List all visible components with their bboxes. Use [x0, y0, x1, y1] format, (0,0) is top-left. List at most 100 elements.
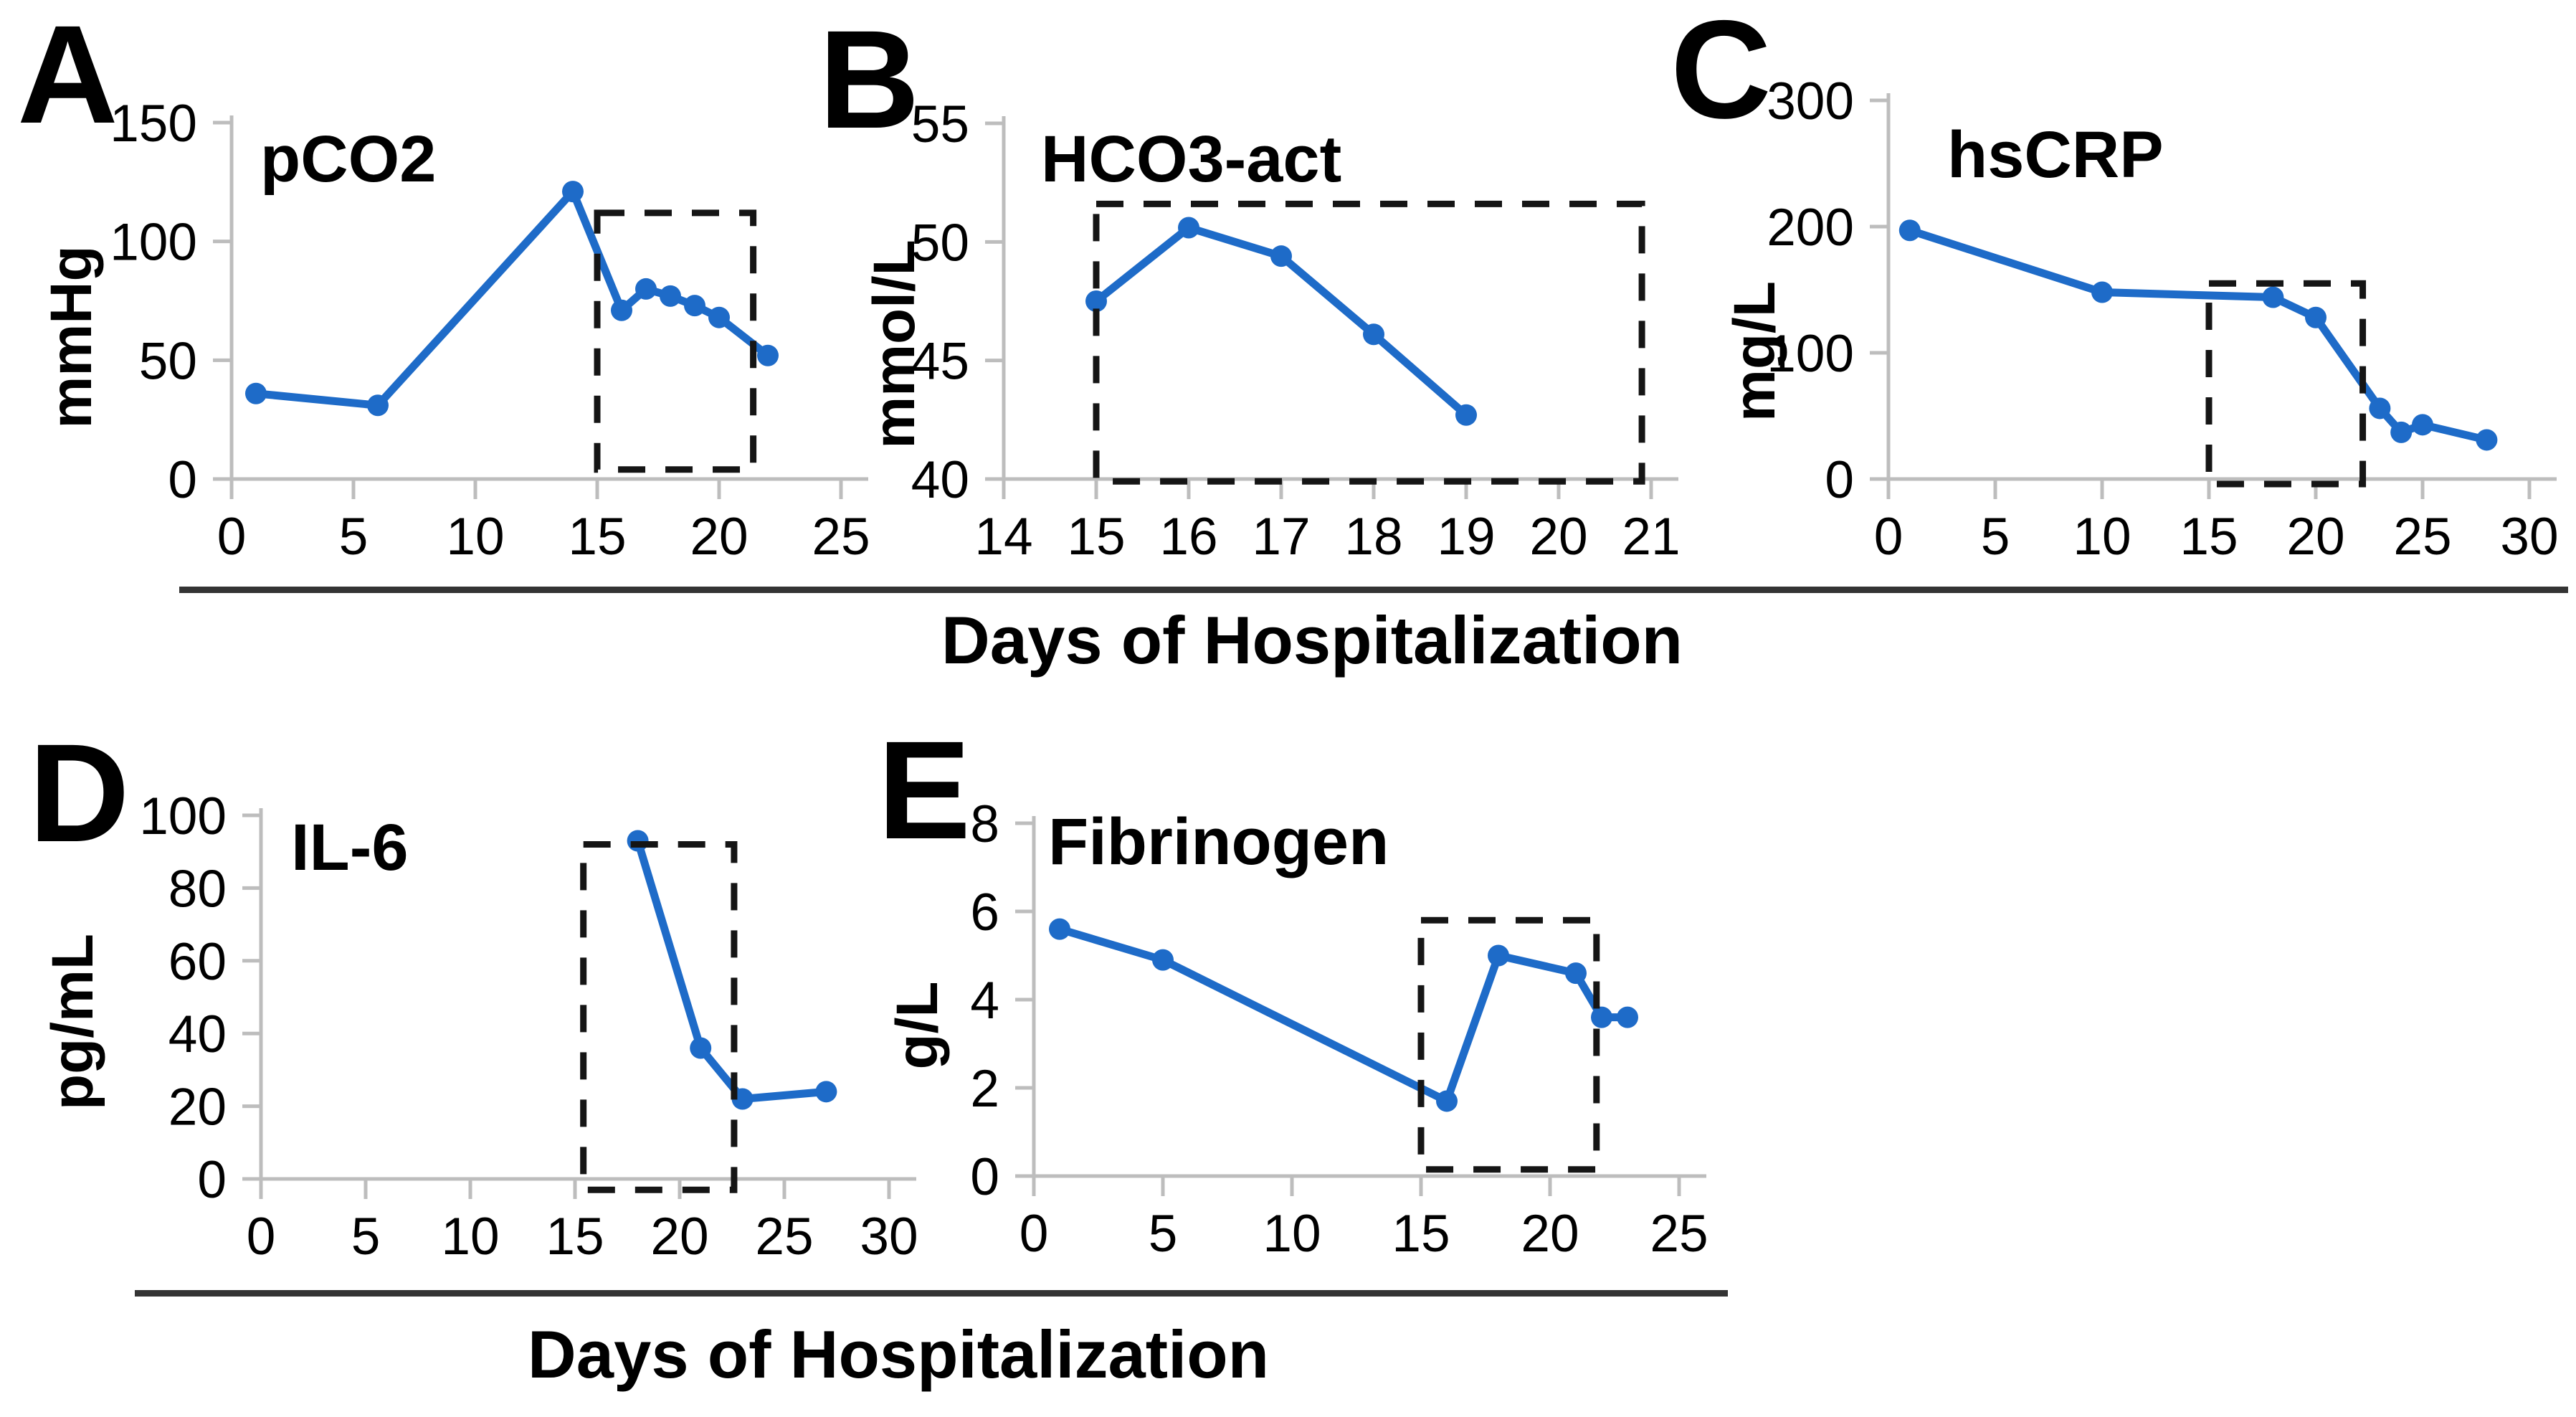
- x-tick-label: 0: [1020, 1205, 1049, 1263]
- x-tick-label: 18: [1344, 508, 1402, 566]
- y-tick-label: 0: [970, 1148, 999, 1206]
- highlight-box: [1093, 200, 1645, 485]
- data-point: [1152, 949, 1174, 971]
- data-point: [1178, 217, 1199, 239]
- y-tick-label: 55: [911, 95, 969, 153]
- data-point: [627, 830, 649, 852]
- y-tick-label: 100: [110, 214, 197, 272]
- data-point: [1565, 962, 1587, 985]
- x-tick-label: 20: [690, 508, 748, 566]
- y-tick-label: 50: [139, 332, 197, 390]
- data-point: [2390, 421, 2413, 443]
- x-tick-label: 15: [568, 508, 626, 566]
- highlight-box: [1417, 916, 1600, 1173]
- panel-c-title: hsCRP: [1947, 118, 2164, 191]
- data-point: [1363, 323, 1384, 346]
- panel-c-yaxis-label: mg/L: [1722, 281, 1787, 422]
- y-tick-label: 300: [1767, 72, 1854, 131]
- x-tick-label: 10: [441, 1208, 499, 1266]
- x-tick-label: 25: [755, 1208, 813, 1266]
- data-point: [245, 382, 267, 404]
- data-point: [815, 1081, 837, 1103]
- y-tick-label: 40: [168, 1005, 227, 1063]
- y-tick-label: 20: [168, 1079, 227, 1137]
- panel-b-plot: 40 45 50 55 14 15 16 17 18 19 20 21: [911, 95, 1681, 566]
- x-tick-label: 5: [339, 508, 369, 566]
- series-line: [634, 836, 830, 1103]
- highlight-box: [594, 209, 757, 473]
- y-tick-label: 8: [970, 795, 999, 853]
- highlight-box: [2205, 280, 2367, 488]
- panel-c-letter: C: [1670, 0, 1772, 148]
- x-tick-label: 10: [2073, 508, 2131, 566]
- y-tick-label: 0: [197, 1151, 227, 1209]
- panel-a-plot: 0 50 100 150 0 5 10 15 20 25: [110, 95, 870, 566]
- x-tick-label: 20: [1521, 1205, 1579, 1263]
- x-tick-label: 15: [546, 1208, 604, 1266]
- data-point: [635, 278, 657, 300]
- y-tick-label: 100: [1767, 325, 1854, 383]
- panel-d-title: IL-6: [291, 811, 409, 884]
- y-tick-label: 0: [168, 451, 197, 509]
- data-point: [1085, 290, 1107, 312]
- panel-e-title: Fibrinogen: [1048, 805, 1389, 878]
- data-point: [684, 295, 705, 317]
- x-tick-label: 0: [217, 508, 247, 566]
- x-tick-label: 10: [1263, 1205, 1321, 1263]
- x-tick-label: 20: [2286, 508, 2344, 566]
- panel-a-title: pCO2: [260, 123, 437, 196]
- x-tick-label: 20: [1529, 508, 1587, 566]
- y-tick-label: 4: [970, 972, 999, 1030]
- x-tick-label: 0: [247, 1208, 276, 1266]
- data-point: [1049, 918, 1070, 940]
- data-point: [1617, 1006, 1638, 1028]
- x-tick-label: 17: [1252, 508, 1310, 566]
- data-point: [757, 344, 779, 366]
- xaxis-caption-top: Days of Hospitalization: [941, 602, 1683, 678]
- x-tick-label: 16: [1159, 508, 1217, 566]
- data-point: [2369, 397, 2391, 420]
- x-tick-label: 25: [812, 508, 870, 566]
- x-tick-label: 21: [1622, 508, 1680, 566]
- panel-e-yaxis-label: g/L: [885, 981, 950, 1070]
- data-point: [708, 306, 730, 328]
- x-tick-label: 19: [1437, 508, 1495, 566]
- panel-e-plot: 0 2 4 6 8 0 5 10 15 20 25: [970, 795, 1708, 1263]
- x-tick-label: 15: [1392, 1205, 1450, 1263]
- x-tick-label: 30: [860, 1208, 918, 1266]
- panel-d-plot: 0 20 40 60 80 100 0 5 10 15 20 25 30: [139, 787, 918, 1266]
- highlight-box: [580, 841, 738, 1193]
- data-point: [1270, 245, 1292, 267]
- y-tick-label: 80: [168, 860, 227, 918]
- panel-b-letter: B: [819, 1, 920, 158]
- panel-a-letter: A: [17, 0, 118, 153]
- top-row-divider: [179, 587, 2568, 593]
- panel-d-letter: D: [29, 715, 130, 871]
- x-tick-label: 5: [1149, 1205, 1178, 1263]
- x-tick-label: 15: [1067, 508, 1125, 566]
- x-tick-label: 5: [1981, 508, 2010, 566]
- x-tick-label: 30: [2500, 508, 2558, 566]
- y-tick-label: 150: [110, 95, 197, 153]
- y-tick-label: 50: [911, 214, 969, 272]
- data-point: [1591, 1006, 1612, 1028]
- data-point: [1488, 944, 1509, 967]
- x-tick-label: 15: [2180, 508, 2238, 566]
- series-line: [1055, 925, 1632, 1105]
- y-tick-label: 200: [1767, 199, 1854, 257]
- x-tick-label: 14: [974, 508, 1032, 566]
- y-tick-label: 40: [911, 451, 969, 509]
- y-tick-label: 0: [1825, 451, 1854, 509]
- panel-b-yaxis-label: mmol/L: [862, 240, 927, 449]
- data-point: [690, 1037, 712, 1059]
- x-tick-label: 10: [446, 508, 504, 566]
- x-tick-label: 25: [2393, 508, 2451, 566]
- xaxis-caption-bottom: Days of Hospitalization: [527, 1317, 1270, 1392]
- bottom-row-divider: [135, 1290, 1728, 1297]
- data-point: [1455, 404, 1477, 426]
- data-point: [2476, 429, 2498, 451]
- y-tick-label: 60: [168, 933, 227, 991]
- x-tick-label: 5: [351, 1208, 381, 1266]
- y-tick-label: 6: [970, 883, 999, 942]
